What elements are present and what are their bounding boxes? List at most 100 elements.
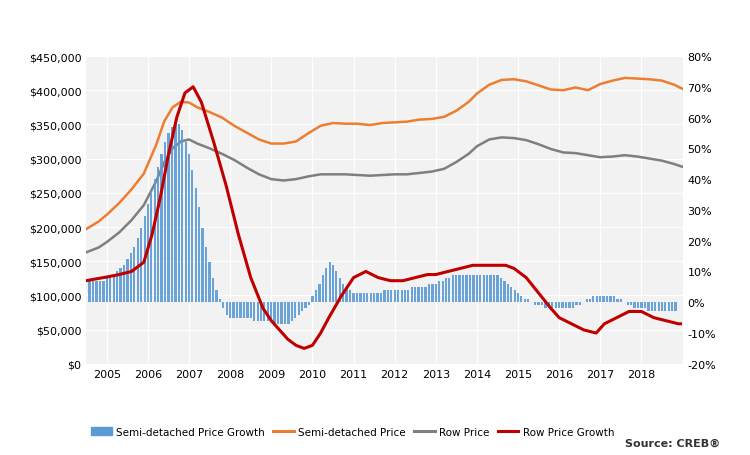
Bar — [548, 303, 550, 308]
Bar — [602, 297, 604, 303]
Bar — [380, 293, 382, 303]
Bar — [270, 303, 272, 321]
Bar — [486, 275, 488, 303]
Bar — [431, 284, 433, 303]
Bar — [599, 297, 602, 303]
Bar — [578, 303, 580, 306]
Bar — [339, 278, 341, 303]
Bar — [462, 275, 464, 303]
Bar — [524, 299, 526, 303]
Bar — [191, 171, 194, 303]
Bar — [514, 290, 516, 303]
Bar — [661, 303, 663, 312]
Bar — [342, 284, 344, 303]
Bar — [246, 303, 248, 318]
Bar — [442, 281, 444, 303]
Bar — [610, 297, 612, 303]
Bar — [116, 272, 118, 303]
Bar — [527, 299, 530, 303]
Bar — [256, 303, 259, 321]
Bar — [572, 303, 574, 308]
Bar — [325, 269, 327, 303]
Bar — [184, 143, 187, 303]
Bar — [99, 281, 101, 303]
Bar — [322, 275, 324, 303]
Bar — [103, 281, 105, 303]
Bar — [280, 303, 283, 324]
Bar — [630, 303, 632, 306]
Bar — [373, 293, 375, 303]
Bar — [335, 272, 338, 303]
Bar — [500, 278, 502, 303]
Bar — [178, 124, 180, 303]
Bar — [616, 299, 619, 303]
Bar — [143, 217, 146, 303]
Bar — [106, 278, 108, 303]
Bar — [613, 297, 615, 303]
Bar — [171, 127, 173, 303]
Bar — [658, 303, 660, 312]
Bar — [359, 293, 362, 303]
Bar — [370, 293, 372, 303]
Bar — [136, 238, 139, 303]
Bar — [586, 299, 588, 303]
Bar — [606, 297, 608, 303]
Bar — [555, 303, 557, 308]
Bar — [438, 281, 440, 303]
Bar — [202, 229, 204, 303]
Bar — [376, 293, 379, 303]
Bar — [304, 303, 307, 308]
Bar — [644, 303, 646, 308]
Bar — [445, 278, 447, 303]
Bar — [92, 281, 94, 303]
Bar — [534, 303, 536, 306]
Bar — [206, 248, 208, 303]
Bar — [558, 303, 560, 308]
Bar — [287, 303, 290, 324]
Bar — [544, 303, 547, 308]
Bar — [650, 303, 652, 312]
Bar — [538, 303, 540, 306]
Bar — [209, 263, 211, 303]
Bar — [627, 303, 629, 306]
Bar — [458, 275, 460, 303]
Bar — [267, 303, 269, 321]
Bar — [239, 303, 242, 318]
Bar — [274, 303, 276, 324]
Bar — [435, 284, 437, 303]
Legend: Semi-detached Price Growth, Semi-detached Price, Row Price, Row Price Growth: Semi-detached Price Growth, Semi-detache… — [87, 422, 618, 441]
Bar — [390, 290, 392, 303]
Bar — [668, 303, 670, 312]
Bar — [640, 303, 643, 308]
Bar — [520, 297, 523, 303]
Bar — [479, 275, 482, 303]
Bar — [592, 297, 595, 303]
Bar — [140, 229, 142, 303]
Bar — [517, 293, 519, 303]
Bar — [565, 303, 567, 308]
Bar — [308, 303, 310, 306]
Bar — [219, 299, 221, 303]
Bar — [253, 303, 255, 321]
Text: Source: CREB®: Source: CREB® — [625, 438, 720, 448]
Bar — [489, 275, 491, 303]
Bar — [284, 303, 286, 324]
Bar — [596, 297, 598, 303]
Bar — [95, 281, 98, 303]
Text: CALGARY  - PRICE GROWTH COMPARISON: CALGARY - PRICE GROWTH COMPARISON — [9, 19, 363, 34]
Bar — [314, 290, 316, 303]
Bar — [260, 303, 262, 321]
Bar — [332, 266, 334, 303]
Bar — [298, 303, 300, 315]
Bar — [356, 293, 358, 303]
Bar — [150, 192, 152, 303]
Bar — [647, 303, 650, 312]
Bar — [400, 290, 403, 303]
Bar — [164, 143, 166, 303]
Bar — [88, 281, 91, 303]
Bar — [551, 303, 554, 308]
Bar — [291, 303, 293, 321]
Bar — [242, 303, 244, 318]
Bar — [575, 303, 578, 306]
Bar — [407, 290, 410, 303]
